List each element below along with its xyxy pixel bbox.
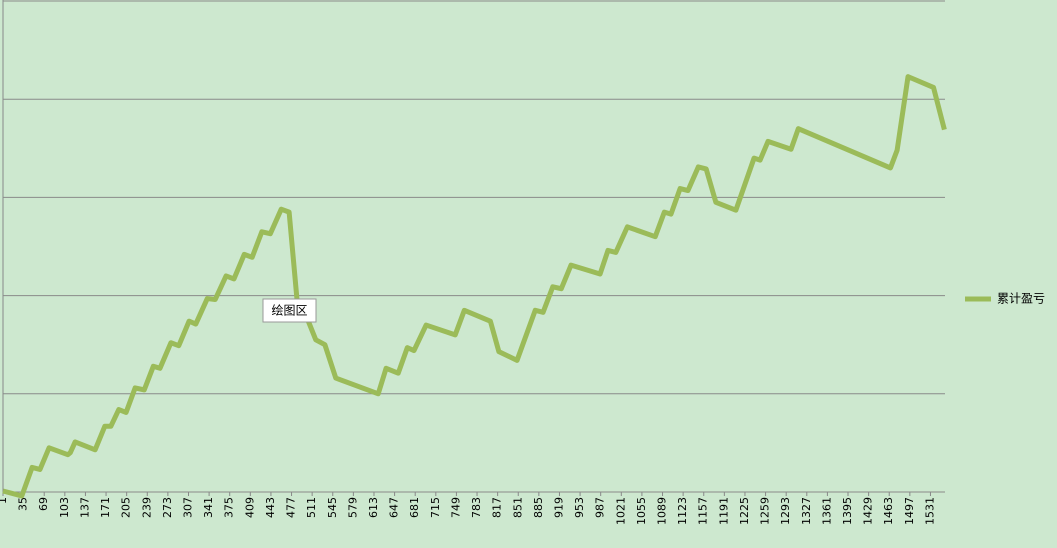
x-tick-label: 647	[388, 497, 401, 518]
series-line	[2, 74, 947, 499]
x-tick-label: 545	[326, 497, 339, 518]
x-tick-label: 1531	[923, 497, 936, 525]
x-tick-label: 715	[429, 497, 442, 518]
tooltip-text: 绘图区	[271, 303, 307, 318]
x-tick-label: 1157	[697, 497, 710, 525]
x-tick-label: 341	[202, 497, 215, 518]
x-tick-label: 137	[78, 497, 91, 518]
x-tick-label: 987	[594, 497, 607, 518]
x-tick-label: 851	[511, 497, 524, 518]
x-tick-label: 1395	[841, 497, 854, 525]
x-tick-label: 1429	[862, 497, 875, 525]
x-tick-label: 1055	[635, 497, 648, 525]
x-tick-label: 579	[346, 497, 359, 518]
legend-label: 累计盈亏	[997, 292, 1045, 306]
x-tick-label: 783	[470, 497, 483, 518]
x-tick-label: 1463	[882, 497, 895, 525]
x-tick-label: 885	[532, 497, 545, 518]
x-tick-label: 1327	[800, 497, 813, 525]
x-tick-label: 1259	[759, 497, 772, 525]
x-tick-label: 35	[17, 497, 30, 511]
x-tick-label: 1225	[738, 497, 751, 525]
x-tick-label: 69	[37, 497, 50, 511]
x-tick-label: 1	[0, 497, 9, 504]
x-tick-label: 511	[305, 497, 318, 518]
x-tick-label: 239	[140, 497, 153, 518]
x-tick-label: 1089	[656, 497, 669, 525]
x-tick-label: 681	[408, 497, 421, 518]
x-tick-label: 953	[573, 497, 586, 518]
x-tick-label: 103	[58, 497, 71, 518]
x-tick-label: 171	[99, 497, 112, 518]
x-tick-label: 1123	[676, 497, 689, 525]
x-tick-label: 749	[449, 497, 462, 518]
x-tick-label: 273	[161, 497, 174, 518]
x-tick-label: 1021	[614, 497, 627, 525]
x-tick-label: 375	[223, 497, 236, 518]
tooltip: 绘图区	[262, 298, 317, 323]
x-tick-label: 307	[181, 497, 194, 518]
x-tick-label: 477	[285, 497, 298, 518]
x-tick-label: 613	[367, 497, 380, 518]
x-tick-label: 1293	[779, 497, 792, 525]
x-tick-label: 205	[120, 497, 133, 518]
x-tick-label: 1361	[820, 497, 833, 525]
x-tick-label: 443	[264, 497, 277, 518]
tooltip-box	[262, 298, 317, 323]
x-tick-label: 1191	[717, 497, 730, 525]
x-tick-label: 409	[243, 497, 256, 518]
x-tick-label: 1497	[903, 497, 916, 525]
x-tick-label: 919	[552, 497, 565, 518]
x-tick-label: 817	[491, 497, 504, 518]
